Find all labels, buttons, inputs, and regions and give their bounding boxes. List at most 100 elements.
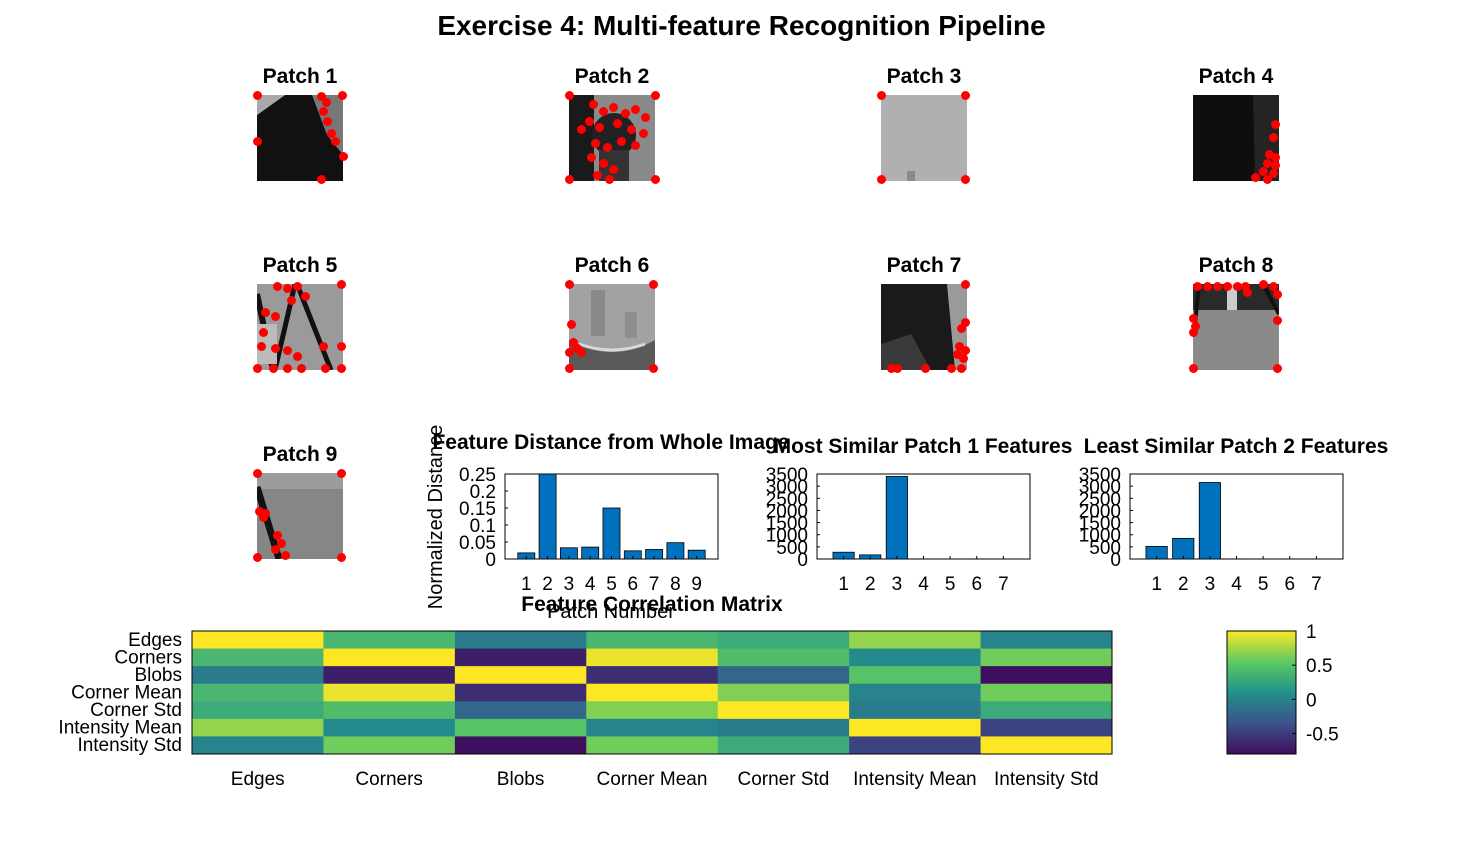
heatmap-cell [454, 701, 587, 720]
y-tick-label: 0 [797, 550, 808, 571]
heatmap-cell [192, 736, 324, 755]
x-tick-label: 5 [606, 574, 617, 595]
heatmap-cell [586, 631, 719, 650]
patch-title: Patch 8 [1198, 254, 1274, 277]
column-label: Intensity Std [994, 769, 1099, 790]
y-tick-label: 0.1 [470, 516, 496, 537]
heatmap-cell [192, 666, 324, 685]
x-tick-label: 4 [918, 574, 929, 595]
y-tick-label: 3000 [1079, 477, 1121, 498]
column-label: Edges [231, 769, 285, 790]
x-tick-label: 5 [1258, 574, 1269, 595]
most-similar-chart: Most Similar Patch 1 Features 0500100015… [766, 435, 1073, 595]
heatmap-cell [586, 718, 719, 737]
patch-image [257, 284, 343, 370]
heatmap-cell [717, 736, 850, 755]
x-tick-label: 3 [564, 574, 575, 595]
patch-title: Patch 3 [886, 65, 962, 88]
column-label: Corners [355, 769, 423, 790]
row-label: Intensity Mean [58, 718, 182, 739]
patch-title: Patch 2 [574, 65, 650, 88]
heatmap-cell [849, 718, 982, 737]
heatmap-cell [454, 648, 587, 667]
bar [1198, 482, 1221, 560]
x-tick-label: 2 [865, 574, 876, 595]
heatmap-cell [849, 701, 982, 720]
heatmap-cell [980, 666, 1113, 685]
heatmap-cell [192, 648, 324, 667]
x-tick-label: 3 [892, 574, 903, 595]
heatmap-cell [192, 718, 324, 737]
patch-image [257, 473, 343, 559]
patch-title: Patch 9 [262, 443, 338, 466]
heatmap-cell [192, 631, 324, 650]
heatmap-cell [717, 666, 850, 685]
y-tick-label: 1000 [766, 526, 808, 547]
row-label: Edges [128, 630, 182, 651]
figure-title: Exercise 4: Multi-feature Recognition Pi… [437, 10, 1046, 41]
bar [1172, 537, 1195, 560]
x-tick-label: 4 [585, 574, 596, 595]
x-tick-label: 6 [971, 574, 982, 595]
heatmap-cell [586, 701, 719, 720]
heatmap-cell [192, 683, 324, 702]
colorbar: 1 0.5 0 -0.5 [1226, 622, 1339, 755]
heatmap-cell [454, 718, 587, 737]
row-label: Corner Std [90, 700, 182, 721]
bars [1145, 482, 1328, 560]
heatmap-cell [586, 736, 719, 755]
x-tick-label: 8 [670, 574, 681, 595]
patch-title: Patch 1 [262, 65, 338, 88]
colorbar-ticks: 1 0.5 0 -0.5 [1292, 622, 1339, 746]
patch-title: Patch 4 [1198, 65, 1274, 88]
plot-area [816, 473, 1031, 560]
heatmap-cell [323, 701, 456, 720]
x-tick-label: 7 [649, 574, 660, 595]
heatmap-cell [717, 648, 850, 667]
y-tick-label: 2500 [766, 489, 808, 510]
y-tick-label: 0 [1110, 550, 1121, 571]
colorbar-gradient [1226, 630, 1297, 755]
y-axis-label: Normalized Distance [425, 425, 447, 610]
y-tick-label: 0.2 [470, 482, 496, 503]
heatmap-cell [717, 683, 850, 702]
chart-title: Least Similar Patch 2 Features [1084, 435, 1389, 458]
heatmap-cell [717, 631, 850, 650]
y-tick-label: 0.15 [459, 499, 496, 520]
heatmap-cell [323, 631, 456, 650]
bar [602, 507, 621, 560]
y-tick-label: 0.25 [459, 465, 496, 486]
x-tick-label: 1 [838, 574, 849, 595]
correlation-heatmap: Feature Correlation Matrix EdgesCornersB… [58, 593, 1113, 790]
row-label: Blobs [134, 665, 182, 686]
heatmap-cell [586, 683, 719, 702]
x-tick-label: 6 [1284, 574, 1295, 595]
column-label: Corner Std [737, 769, 829, 790]
heatmap-cell [454, 631, 587, 650]
least-similar-chart: Least Similar Patch 2 Features 050010001… [1079, 435, 1389, 595]
heatmap-cells [192, 631, 1113, 755]
y-tick-label: 1500 [766, 514, 808, 535]
heatmap-cell [849, 631, 982, 650]
x-tick-label: 4 [1231, 574, 1242, 595]
plot-area [191, 630, 1113, 755]
heatmap-cell [980, 718, 1113, 737]
x-tick-label: 2 [542, 574, 553, 595]
chart-title: Most Similar Patch 1 Features [774, 435, 1073, 458]
heatmap-cell [849, 683, 982, 702]
x-tick-label: 9 [691, 574, 702, 595]
heatmap-cell [323, 666, 456, 685]
heatmap-cell [980, 648, 1113, 667]
y-tick-label: 3500 [766, 465, 808, 486]
heatmap-cell [980, 701, 1113, 720]
heatmap-cell [454, 736, 587, 755]
row-label: Corners [114, 647, 182, 668]
heatmap-cell [323, 683, 456, 702]
x-tick-label: 7 [998, 574, 1009, 595]
